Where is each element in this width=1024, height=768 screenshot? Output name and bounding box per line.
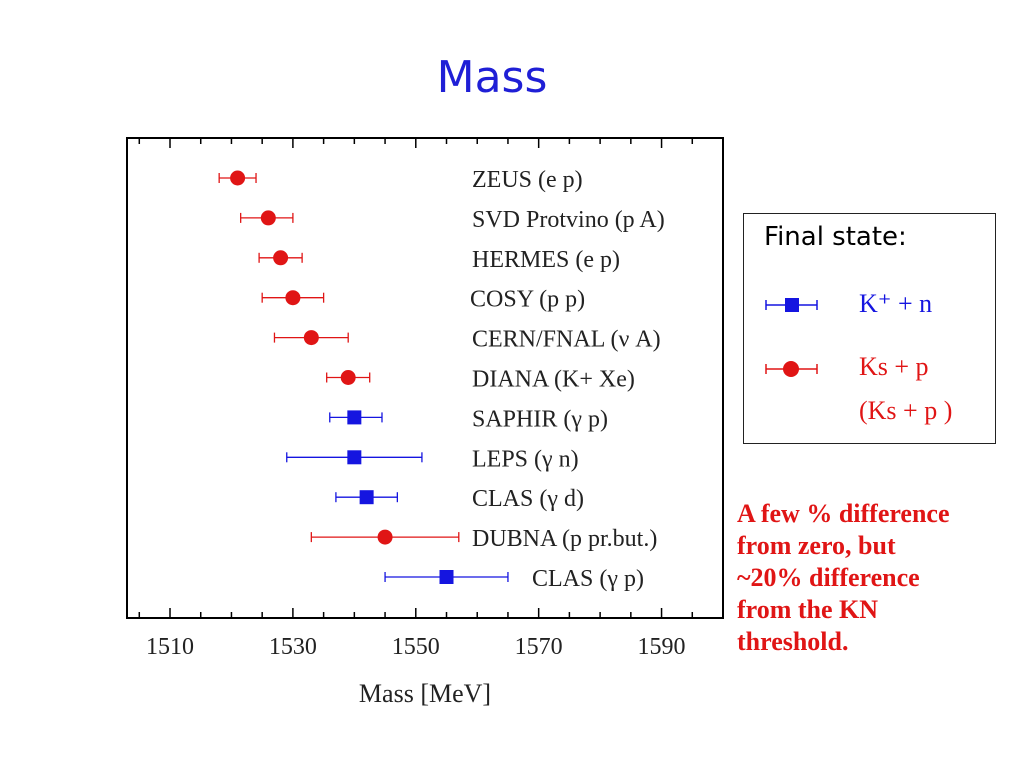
data-point: COSY (p p) [261,287,585,313]
x-tick-label: 1590 [638,634,686,660]
page-title: Mass [436,52,548,103]
point-label: DIANA (K+ Xe) [472,367,635,393]
x-tick-label: 1570 [515,634,563,660]
square-marker [359,490,374,505]
legend-label-kn: K⁺ + n [859,289,933,318]
annotation-note: A few % difference from zero, but ~20% d… [737,498,1022,658]
circle-marker [377,529,393,545]
point-label: ZEUS (e p) [472,167,583,193]
note-line: from the KN [737,595,879,624]
square-marker [347,410,362,425]
note-line: A few % difference [737,499,950,528]
point-label: LEPS (γ n) [472,446,579,472]
x-tick-label: 1550 [392,634,440,660]
data-point: ZEUS (e p) [218,167,583,193]
data-point: DUBNA (p pr.but.) [310,526,657,552]
legend-symbol-ksp [765,361,818,377]
axis-ticks: 1510 1530 1550 1570 1590 [138,138,694,660]
data-point: DIANA (K+ Xe) [326,367,635,393]
note-line: from zero, but [737,531,896,560]
data-marks: ZEUS (e p) SVD Protvino (p A) HERMES (e p)… [218,167,665,592]
data-point: CERN/FNAL (ν A) [273,327,661,353]
note-line: ~20% difference [737,563,920,592]
legend-symbol-kn [765,298,818,312]
legend-label-ksp-antiproton: (Ks + p ) [859,396,953,425]
plot-frame [126,137,724,619]
square-marker [347,450,362,465]
data-point: LEPS (γ n) [286,446,579,472]
circle-marker [273,250,289,266]
point-label: CLAS (γ d) [472,486,584,512]
point-label: CLAS (γ p) [532,566,644,592]
legend-title: Final state: [764,222,907,252]
note-line: threshold. [737,627,849,656]
circle-marker [230,170,246,186]
point-label: SVD Protvino (p A) [472,207,665,233]
circle-marker [340,370,356,385]
legend-symbols [765,298,818,377]
point-label: CERN/FNAL (ν A) [472,327,661,353]
data-point: CLAS (γ d) [335,486,584,512]
circle-marker [303,330,319,346]
x-tick-label: 1530 [269,634,317,660]
point-label: DUBNA (p pr.but.) [472,526,657,552]
point-label: COSY (p p) [470,287,585,313]
data-point: CLAS (γ p) [384,566,644,592]
circle-marker [285,290,301,306]
x-tick-label: 1510 [146,634,194,660]
point-label: SAPHIR (γ p) [472,406,608,432]
x-axis-label: Mass [MeV] [359,679,491,708]
data-point: HERMES (e p) [258,247,620,273]
square-marker [439,570,454,584]
circle-marker [260,210,276,226]
legend: Final state: K⁺ + n Ks + p (Ks + p ) [743,213,996,444]
data-point: SAPHIR (γ p) [329,406,608,432]
legend-label-ksp: Ks + p [859,352,929,381]
point-label: HERMES (e p) [472,247,620,273]
data-point: SVD Protvino (p A) [240,207,665,233]
